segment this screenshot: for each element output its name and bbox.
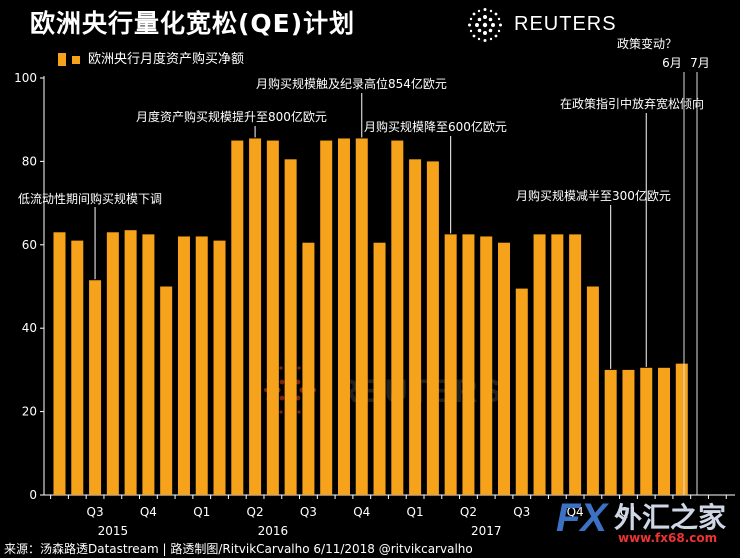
bar bbox=[266, 140, 279, 496]
y-tick-label: 100 bbox=[14, 71, 37, 85]
fx68-watermark-cn: 外汇之家 bbox=[614, 501, 727, 534]
policy-markers: 政策变动？ 6月 7月 bbox=[617, 36, 710, 495]
legend-swatch-small bbox=[72, 55, 80, 64]
bar bbox=[515, 288, 528, 495]
bar bbox=[231, 140, 244, 496]
bar bbox=[480, 236, 493, 495]
policy-change-question: 政策变动？ bbox=[617, 36, 677, 51]
quarter-label: Q2 bbox=[247, 505, 264, 519]
bar bbox=[213, 240, 226, 495]
bar bbox=[177, 236, 190, 495]
june-label: 6月 bbox=[662, 56, 682, 70]
quarter-label: Q1 bbox=[620, 505, 637, 519]
quarter-label: Q1 bbox=[407, 505, 424, 519]
bar bbox=[498, 242, 510, 495]
bar bbox=[337, 138, 350, 495]
bar bbox=[71, 240, 84, 495]
year-label: 2016 bbox=[258, 524, 289, 538]
annotation-text: 月度资产购买规模提升至800亿欧元 bbox=[136, 109, 327, 124]
x-axis-labels: Q3 Q4 Q1 Q2 Q3 Q4 Q1 Q2 Q3 Q4 Q1 2015 2016 2017 bbox=[87, 505, 637, 538]
annotation-text: 低流动性期间购买规模下调 bbox=[18, 191, 162, 206]
bar bbox=[320, 140, 333, 496]
fx68-watermark-url: www.fx68.com bbox=[618, 531, 718, 545]
annotation-text: 月购买规模减半至300亿欧元 bbox=[516, 188, 671, 203]
bar bbox=[622, 369, 635, 495]
bar bbox=[658, 367, 671, 495]
y-tick-label: 80 bbox=[22, 154, 37, 168]
legend: 欧洲央行月度资产购买净额 bbox=[58, 48, 244, 67]
y-tick-label: 60 bbox=[22, 238, 37, 252]
reuters-logo bbox=[460, 6, 610, 44]
annotation-text: 在政策指引中放弃宽松倾向 bbox=[560, 96, 704, 111]
bar bbox=[444, 234, 457, 495]
source-note: 来源：汤森路透Datastream | 路透制图/RitvikCarvalho … bbox=[4, 542, 473, 556]
bar bbox=[106, 232, 119, 496]
chart-title: 欧洲央行量化宽松(QE)计划 bbox=[30, 9, 356, 38]
bar bbox=[124, 230, 137, 495]
y-tick-label: 0 bbox=[29, 488, 37, 502]
bar bbox=[53, 232, 66, 496]
bar bbox=[195, 236, 208, 495]
quarter-label: Q4 bbox=[353, 505, 370, 519]
bar bbox=[373, 242, 386, 495]
bar bbox=[409, 159, 422, 495]
quarter-label: Q3 bbox=[300, 505, 317, 519]
quarter-label: Q3 bbox=[513, 505, 530, 519]
bar bbox=[426, 161, 439, 495]
annotation-text: 月购买规模触及纪录高位854亿欧元 bbox=[256, 76, 447, 91]
bar bbox=[284, 159, 297, 495]
bar bbox=[89, 280, 102, 495]
quarter-label: Q4 bbox=[567, 505, 584, 519]
year-label: 2015 bbox=[98, 524, 129, 538]
legend-label: 欧洲央行月度资产购买净额 bbox=[88, 52, 245, 67]
year-label: 2017 bbox=[471, 524, 502, 538]
bar bbox=[355, 138, 368, 495]
annotation-text: 月购买规模降至600亿欧元 bbox=[364, 119, 507, 134]
bar bbox=[640, 367, 653, 495]
quarter-label: Q4 bbox=[140, 505, 157, 519]
bar bbox=[391, 140, 404, 496]
annotations: 低流动性期间购买规模下调 月度资产购买规模提升至800亿欧元 月购买规模触及纪录高位… bbox=[18, 76, 704, 369]
bar bbox=[160, 286, 173, 495]
bar bbox=[533, 234, 546, 495]
y-tick-label: 20 bbox=[22, 405, 37, 419]
bar bbox=[675, 363, 688, 495]
legend-swatch bbox=[58, 53, 66, 66]
bar bbox=[569, 234, 582, 495]
quarter-label: Q3 bbox=[87, 505, 104, 519]
bar bbox=[604, 369, 617, 495]
y-tick-label: 40 bbox=[22, 321, 37, 335]
july-label: 7月 bbox=[690, 56, 710, 70]
bars bbox=[53, 138, 688, 496]
bar bbox=[551, 234, 564, 495]
bar bbox=[249, 138, 262, 495]
axes: 0 20 40 60 80 100 bbox=[14, 71, 735, 502]
reuters-logo-icon bbox=[468, 8, 502, 42]
fx68-watermark-fx: FX bbox=[556, 496, 608, 540]
bar bbox=[462, 234, 475, 495]
bar bbox=[302, 242, 315, 495]
bar bbox=[586, 286, 599, 495]
quarter-label: Q2 bbox=[460, 505, 477, 519]
bar bbox=[142, 234, 155, 495]
reuters-wordmark: REUTERS bbox=[514, 13, 617, 35]
quarter-label: Q1 bbox=[193, 505, 210, 519]
